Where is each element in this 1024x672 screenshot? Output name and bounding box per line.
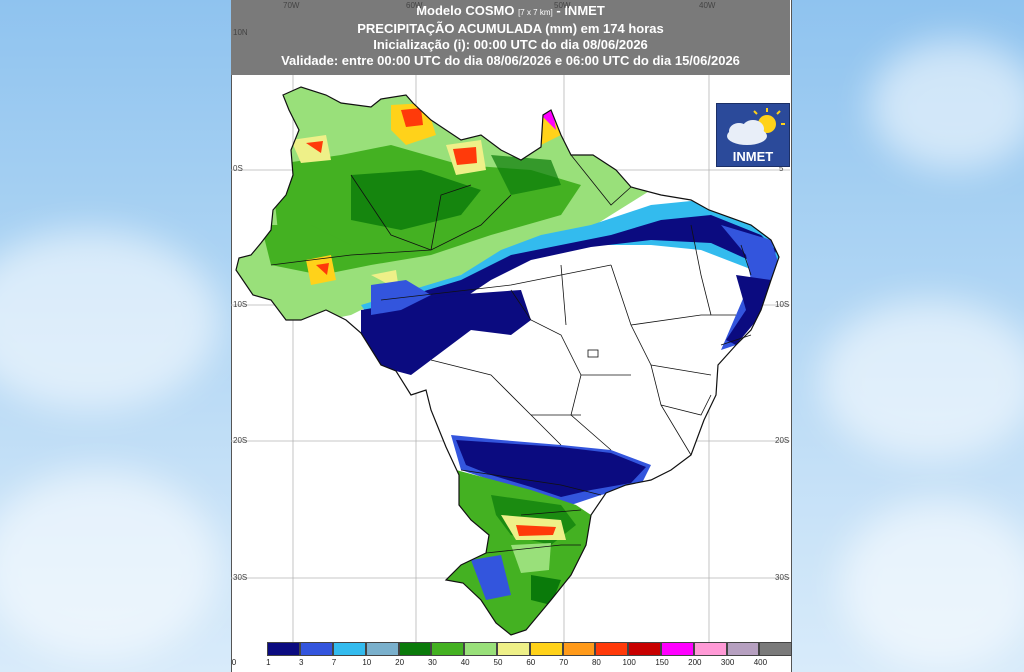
scale-swatch xyxy=(628,642,661,656)
background-cloud xyxy=(870,40,1024,170)
scale-label: 60 xyxy=(526,658,536,667)
scale-label: 50 xyxy=(493,658,503,667)
scale-label: 70 xyxy=(559,658,569,667)
lon-tick-50w: 50W xyxy=(554,1,571,10)
scale-label: 40 xyxy=(460,658,470,667)
lat-tick-10s: 10S xyxy=(233,300,248,309)
scale-label: 400 xyxy=(753,658,768,667)
background-cloud xyxy=(820,300,1024,460)
cloud-sun-icon xyxy=(727,108,785,145)
lat-tick-right-20s: 20S xyxy=(775,436,790,445)
precipitation-field xyxy=(236,87,779,635)
background-cloud xyxy=(0,230,220,410)
header-line-3: Inicialização (i): 00:00 UTC do dia 08/0… xyxy=(373,37,648,52)
federal-district xyxy=(587,349,599,358)
scale-label: 0 xyxy=(231,658,237,667)
brazil-outline xyxy=(235,86,780,636)
background-cloud xyxy=(840,500,1024,670)
scale-swatch xyxy=(300,642,333,656)
model-resolution: [7 x 7 km] xyxy=(518,8,553,17)
scale-swatch xyxy=(398,642,432,656)
inmet-logo: INMET xyxy=(716,103,790,167)
map-header: Modelo COSMO [7 x 7 km] - INMET PRECIPIT… xyxy=(231,0,790,75)
state-borders xyxy=(270,154,752,554)
lat-tick-10n: 10N xyxy=(233,28,248,37)
scale-swatch xyxy=(497,642,530,656)
scale-swatch xyxy=(267,642,301,656)
scale-swatch xyxy=(562,642,596,656)
scale-label: 30 xyxy=(427,658,437,667)
model-source: - INMET xyxy=(556,3,605,18)
scale-label: 10 xyxy=(362,658,372,667)
scale-swatch xyxy=(595,642,629,656)
model-name: Modelo COSMO xyxy=(416,3,515,18)
scale-swatch xyxy=(661,642,694,656)
lat-tick-0s: 0S xyxy=(233,164,243,173)
scale-swatch xyxy=(693,642,727,656)
precipitation-color-scale: 0 1 3 7 10 20 30 40 50 60 70 80 100 150 200 300 400 xyxy=(231,642,793,672)
lat-tick-right-10s: 10S xyxy=(775,300,790,309)
scale-swatch xyxy=(759,642,793,656)
scale-swatch xyxy=(726,642,760,656)
precipitation-map xyxy=(231,75,790,642)
lat-tick-30s: 30S xyxy=(233,573,248,582)
scale-label: 200 xyxy=(688,658,702,667)
lon-tick-40w: 40W xyxy=(699,1,716,10)
header-line-2: PRECIPITAÇÃO ACUMULADA (mm) em 174 horas xyxy=(357,21,664,36)
lat-tick-right-5: 5 xyxy=(779,164,784,173)
scale-label: 7 xyxy=(331,658,337,667)
scale-swatch xyxy=(365,642,399,656)
scale-label: 80 xyxy=(591,658,601,667)
header-line-4: Validade: entre 00:00 UTC do dia 08/06/2… xyxy=(281,53,740,68)
scale-label: 100 xyxy=(622,658,636,667)
scale-label: 3 xyxy=(298,658,304,667)
logo-text: INMET xyxy=(732,149,774,164)
scale-swatch xyxy=(464,642,497,656)
scale-swatch xyxy=(333,642,366,656)
scale-swatch xyxy=(431,642,465,656)
header-line-1: Modelo COSMO [7 x 7 km] - INMET xyxy=(231,3,790,21)
scale-label: 300 xyxy=(720,658,735,667)
scale-swatch xyxy=(529,642,563,656)
lon-tick-70w: 70W xyxy=(283,1,300,10)
background-cloud xyxy=(0,470,220,660)
lat-tick-20s: 20S xyxy=(233,436,248,445)
lon-tick-60w: 60W xyxy=(406,1,423,10)
scale-label: 20 xyxy=(395,658,405,667)
lat-tick-right-30s: 30S xyxy=(775,573,790,582)
scale-label: 1 xyxy=(266,658,271,667)
scale-label: 150 xyxy=(655,658,669,667)
